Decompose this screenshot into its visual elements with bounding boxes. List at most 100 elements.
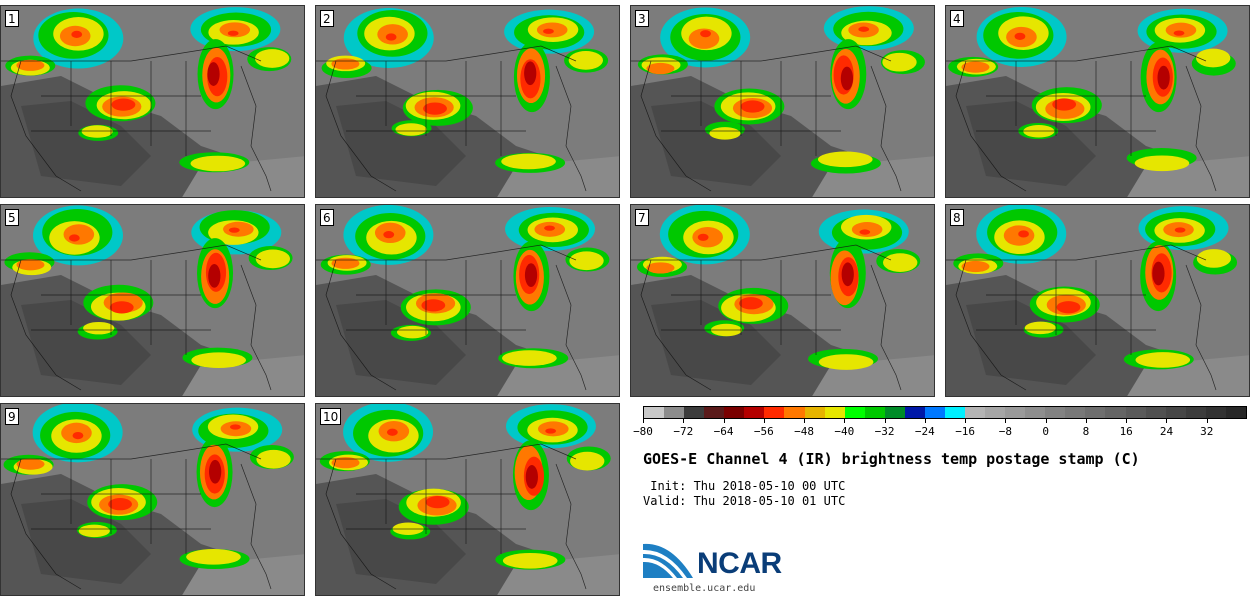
plot-title: GOES-E Channel 4 (IR) brightness temp po… [643, 450, 1140, 468]
colorbar-tick-mark [763, 419, 765, 423]
ir-satellite-map [1, 6, 304, 197]
colorbar-tick-mark [804, 419, 806, 423]
colorbar-swatch [965, 407, 986, 418]
colorbar-tick-label: 8 [1082, 425, 1090, 438]
panel-number: 4 [950, 10, 964, 27]
colorbar-swatch [1145, 407, 1166, 418]
colorbar-swatch [884, 407, 905, 418]
colorbar-tick-mark [1085, 419, 1087, 423]
ir-satellite-map [316, 205, 619, 396]
init-time: Init: Thu 2018-05-10 00 UTC [643, 479, 846, 493]
colorbar-swatch [1225, 407, 1246, 418]
colorbar-swatch [824, 407, 845, 418]
colorbar-tick-mark [683, 419, 685, 423]
colorbar-swatch [864, 407, 885, 418]
colorbar-tick-mark [643, 419, 644, 423]
colorbar-tick-mark [1005, 419, 1007, 423]
colorbar-swatch [1125, 407, 1146, 418]
colorbar-tick-mark [1206, 419, 1208, 423]
colorbar-swatch [1185, 407, 1206, 418]
colorbar-tick-label: 0 [1042, 425, 1049, 438]
map-panel-5: 5 [0, 204, 305, 397]
colorbar-swatch [764, 407, 785, 418]
time-info: Init: Thu 2018-05-10 00 UTC Valid: Thu 2… [643, 479, 845, 509]
colorbar-tick-mark [1126, 419, 1128, 423]
colorbar-tick-label: −8 [998, 425, 1013, 438]
colorbar-tick-label: 24 [1159, 425, 1174, 438]
ir-satellite-map [1, 404, 304, 595]
colorbar-swatch [784, 407, 805, 418]
colorbar-swatch [1065, 407, 1086, 418]
panel-number: 7 [635, 209, 649, 226]
panel-number: 8 [950, 209, 964, 226]
panel-number: 10 [320, 408, 342, 425]
map-panel-8: 8 [945, 204, 1250, 397]
map-panel-9: 9 [0, 403, 305, 596]
colorbar-swatch [664, 407, 685, 418]
colorbar-swatch [744, 407, 765, 418]
panel-number: 2 [320, 10, 334, 27]
colorbar-swatch [1045, 407, 1066, 418]
colorbar-swatch [684, 407, 705, 418]
colorbar-swatch [985, 407, 1006, 418]
panel-number: 9 [5, 408, 19, 425]
panel-number: 1 [5, 10, 19, 27]
colorbar-swatch [1005, 407, 1026, 418]
colorbar-swatch [904, 407, 925, 418]
map-panel-6: 6 [315, 204, 620, 397]
map-panel-7: 7 [630, 204, 935, 397]
colorbar-swatch [1205, 407, 1226, 418]
colorbar-tick-label: −16 [955, 425, 976, 438]
ncar-logo-icon [643, 543, 693, 578]
colorbar-swatch [844, 407, 865, 418]
colorbar-swatch [724, 407, 745, 418]
colorbar-swatch [1105, 407, 1126, 418]
colorbar-swatch [1025, 407, 1046, 418]
valid-time: Valid: Thu 2018-05-10 01 UTC [643, 494, 846, 508]
colorbar-swatch [704, 407, 725, 418]
ir-satellite-map [631, 6, 934, 197]
logo-url: ensemble.ucar.edu [653, 583, 756, 594]
colorbar-tick-mark [965, 419, 967, 423]
ir-satellite-map [631, 205, 934, 396]
ncar-logo: NCAR [643, 540, 793, 582]
ir-satellite-map [1, 205, 304, 396]
map-panel-1: 1 [0, 5, 305, 198]
colorbar-tick-label: −72 [673, 425, 694, 438]
colorbar-tick-label: −32 [874, 425, 895, 438]
colorbar-swatch [1165, 407, 1186, 418]
ncar-logo-text: NCAR [697, 547, 782, 580]
colorbar-tick-mark [1166, 419, 1168, 423]
colorbar-tick-label: 16 [1119, 425, 1133, 438]
colorbar [643, 406, 1247, 419]
colorbar-tick-mark [844, 419, 846, 423]
map-panel-10: 10 [315, 403, 620, 596]
colorbar-swatch [644, 407, 665, 418]
ir-satellite-map [316, 404, 619, 595]
panel-number: 6 [320, 209, 334, 226]
colorbar-tick-mark [924, 419, 926, 423]
ir-satellite-map [946, 6, 1249, 197]
map-panel-4: 4 [945, 5, 1250, 198]
map-panel-3: 3 [630, 5, 935, 198]
colorbar-tick-label: −24 [914, 425, 935, 438]
panel-number: 5 [5, 209, 19, 226]
panel-number: 3 [635, 10, 649, 27]
ir-satellite-map [946, 205, 1249, 396]
colorbar-tick-mark [723, 419, 725, 423]
colorbar-swatch [1085, 407, 1106, 418]
colorbar-ticks: −80 −72 −64 −56 −48 −40 −32 −24 −16 −8 0 8 16 24 32 [633, 419, 1247, 441]
colorbar-tick-label: −40 [834, 425, 855, 438]
colorbar-tick-label: −56 [753, 425, 774, 438]
colorbar-swatch [804, 407, 825, 418]
ir-satellite-map [316, 6, 619, 197]
colorbar-tick-label: −64 [713, 425, 734, 438]
colorbar-swatch [924, 407, 945, 418]
colorbar-swatch [944, 407, 965, 418]
colorbar-tick-label: −48 [794, 425, 814, 438]
colorbar-tick-mark [884, 419, 886, 423]
colorbar-tick-label: −80 [633, 425, 653, 438]
colorbar-tick-mark [1045, 419, 1047, 423]
map-panel-2: 2 [315, 5, 620, 198]
colorbar-tick-label: 32 [1200, 425, 1214, 438]
